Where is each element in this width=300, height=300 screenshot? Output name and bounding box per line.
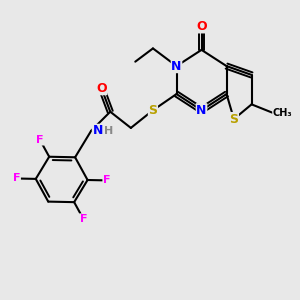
Text: F: F: [80, 214, 87, 224]
Text: O: O: [96, 82, 107, 95]
Text: S: S: [148, 104, 158, 117]
Text: F: F: [36, 135, 44, 145]
Text: O: O: [196, 20, 207, 33]
Text: F: F: [103, 176, 110, 185]
Text: H: H: [103, 126, 113, 136]
Text: N: N: [171, 60, 182, 73]
Text: CH₃: CH₃: [273, 108, 292, 118]
Text: N: N: [92, 124, 103, 137]
Text: N: N: [196, 104, 207, 117]
Text: S: S: [230, 112, 238, 126]
Text: F: F: [13, 173, 20, 184]
